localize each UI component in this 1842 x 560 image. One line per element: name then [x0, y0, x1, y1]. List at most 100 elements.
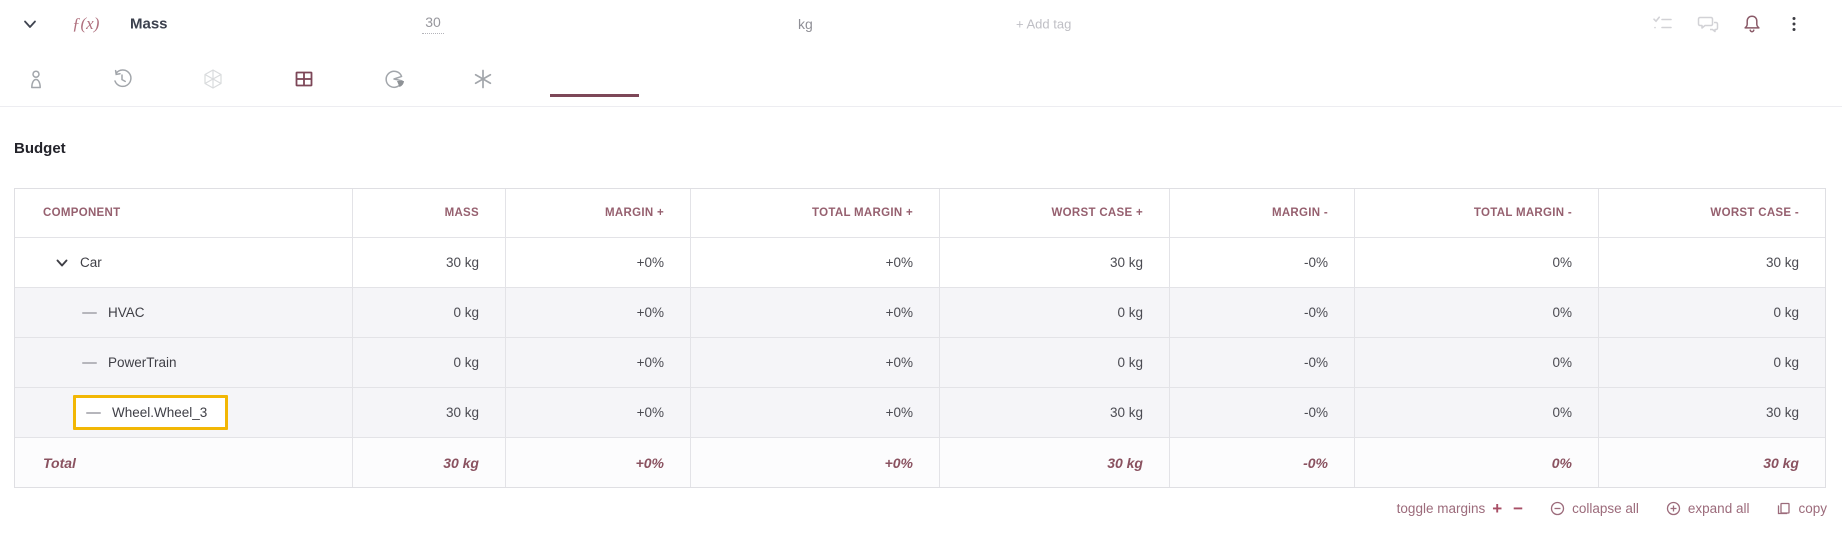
- table-footer-controls: toggle margins + − collapse all expand a…: [1397, 500, 1827, 517]
- history-clock-icon: [114, 69, 132, 88]
- mass-cell: 0 kg: [353, 288, 506, 337]
- kebab-menu-icon[interactable]: [1782, 12, 1806, 36]
- col-header-total-margin-plus: TOTAL MARGIN +: [691, 189, 940, 237]
- requirements-checklist-icon[interactable]: [1650, 12, 1674, 36]
- worst-case-minus-cell: 30 kg: [1765, 255, 1799, 270]
- mass-cell: 0 kg: [353, 338, 506, 387]
- component-tree-item[interactable]: Car: [55, 255, 102, 270]
- worst-case-plus-cell: 30 kg: [940, 238, 1170, 287]
- copy-icon: [1776, 501, 1791, 516]
- margin-minus-cell: -0%: [1170, 288, 1355, 337]
- table-row: PowerTrain 0 kg +0% +0% 0 kg -0% 0% 0 kg: [15, 337, 1825, 387]
- leaf-dash-icon: [86, 411, 101, 414]
- component-tree-item[interactable]: Wheel.Wheel_3: [73, 395, 229, 430]
- tab-model[interactable]: [196, 62, 230, 96]
- property-title: Mass: [130, 15, 168, 33]
- copy-button[interactable]: copy: [1776, 501, 1827, 516]
- col-header-worst-case-plus: WORST CASE +: [940, 189, 1170, 237]
- worst-case-plus-cell: 0 kg: [940, 338, 1170, 387]
- total-total-margin-plus: +0%: [691, 438, 940, 487]
- col-header-worst-case-minus: WORST CASE -: [1710, 207, 1799, 219]
- col-header-component: COMPONENT: [15, 189, 353, 237]
- total-row: Total 30 kg +0% +0% 30 kg -0% 0% 30 kg: [15, 437, 1825, 487]
- table-icon: [295, 71, 313, 87]
- tab-details[interactable]: [19, 62, 53, 96]
- expand-all-label: expand all: [1687, 501, 1750, 516]
- tab-budget-table[interactable]: [287, 62, 639, 97]
- copy-label: copy: [1798, 501, 1827, 516]
- comments-chat-icon[interactable]: [1696, 12, 1720, 36]
- component-cell: Wheel.Wheel_3: [15, 388, 353, 437]
- leaf-dash-icon: [82, 311, 97, 314]
- table-body: Car 30 kg +0% +0% 30 kg -0% 0% 30 kg HVA…: [15, 237, 1825, 437]
- total-margin-plus-cell: +0%: [691, 338, 940, 387]
- expand-chevron-icon[interactable]: [55, 256, 69, 270]
- expand-all-icon: [1666, 501, 1681, 516]
- component-name[interactable]: HVAC: [108, 305, 145, 320]
- total-margin-minus-cell: 0%: [1355, 288, 1599, 337]
- total-worst-case-minus: 30 kg: [1763, 454, 1799, 471]
- toggle-margins-label: toggle margins: [1396, 501, 1486, 516]
- total-margin-minus-cell: 0%: [1355, 238, 1599, 287]
- total-margin-plus-cell: +0%: [691, 288, 940, 337]
- value-field-wrap: 30: [406, 14, 460, 34]
- component-cell: HVAC: [15, 288, 353, 337]
- top-bar: ƒ(x) Mass 30 kg + Add tag: [0, 0, 1842, 48]
- component-cell: PowerTrain: [15, 338, 353, 387]
- mass-cell: 30 kg: [353, 388, 506, 437]
- page-title: Budget: [14, 140, 66, 157]
- table-row: Wheel.Wheel_3 30 kg +0% +0% 30 kg -0% 0%…: [15, 387, 1825, 437]
- total-margin-minus-cell: 0%: [1355, 388, 1599, 437]
- margin-plus-cell: +0%: [506, 238, 691, 287]
- col-header-total-margin-minus: TOTAL MARGIN -: [1355, 189, 1599, 237]
- component-name[interactable]: PowerTrain: [108, 355, 177, 370]
- tab-chart[interactable]: [377, 62, 411, 96]
- collapse-all-label: collapse all: [1572, 501, 1639, 516]
- table-header-row: COMPONENT MASS MARGIN + TOTAL MARGIN + W…: [15, 189, 1825, 237]
- worst-case-plus-cell: 0 kg: [940, 288, 1170, 337]
- margin-minus-cell: -0%: [1170, 238, 1355, 287]
- component-cell: Car: [15, 238, 353, 287]
- pie-chart-icon: [385, 70, 404, 89]
- collapse-panel-chevron-icon[interactable]: [18, 12, 42, 36]
- active-tab-underline: [550, 94, 639, 97]
- tab-bar: [0, 48, 1842, 107]
- component-name[interactable]: Car: [80, 255, 102, 270]
- margin-plus-cell: +0%: [506, 388, 691, 437]
- value-field[interactable]: 30: [422, 14, 444, 34]
- col-header-margin-plus: MARGIN +: [506, 189, 691, 237]
- table-row: Car 30 kg +0% +0% 30 kg -0% 0% 30 kg: [15, 237, 1825, 287]
- mass-cell: 30 kg: [353, 238, 506, 287]
- component-name[interactable]: Wheel.Wheel_3: [112, 405, 208, 420]
- tab-history[interactable]: [105, 62, 139, 96]
- total-margin-plus-cell: +0%: [691, 388, 940, 437]
- toggle-margins-control: toggle margins + −: [1397, 500, 1523, 517]
- total-margin-plus-cell: +0%: [691, 238, 940, 287]
- col-header-mass: MASS: [353, 189, 506, 237]
- table-row: HVAC 0 kg +0% +0% 0 kg -0% 0% 0 kg: [15, 287, 1825, 337]
- person-icon: [31, 70, 41, 89]
- budget-table: COMPONENT MASS MARGIN + TOTAL MARGIN + W…: [14, 188, 1826, 488]
- toggle-margin-minus-button[interactable]: −: [1513, 499, 1524, 518]
- collapse-all-button[interactable]: collapse all: [1550, 501, 1639, 516]
- formula-fx-icon[interactable]: ƒ(x): [72, 14, 100, 33]
- total-label: Total: [15, 438, 353, 487]
- leaf-dash-icon: [82, 361, 97, 364]
- unit-label: kg: [798, 16, 813, 32]
- worst-case-plus-cell: 30 kg: [940, 388, 1170, 437]
- add-tag-button[interactable]: + Add tag: [1016, 16, 1072, 32]
- collapse-all-icon: [1550, 501, 1565, 516]
- total-margin-minus: -0%: [1170, 438, 1355, 487]
- hexagon-model-icon: [204, 69, 222, 89]
- margin-plus-cell: +0%: [506, 288, 691, 337]
- toggle-margin-plus-button[interactable]: +: [1492, 499, 1503, 518]
- component-tree-item[interactable]: HVAC: [82, 305, 145, 320]
- worst-case-minus-cell: 0 kg: [1773, 355, 1799, 370]
- asterisk-icon: [474, 69, 492, 89]
- component-tree-item[interactable]: PowerTrain: [82, 355, 177, 370]
- expand-all-button[interactable]: expand all: [1666, 501, 1750, 516]
- notifications-bell-icon[interactable]: [1740, 12, 1764, 36]
- total-margin-minus-cell: 0%: [1355, 338, 1599, 387]
- tab-usages[interactable]: [466, 62, 500, 96]
- col-header-margin-minus: MARGIN -: [1170, 189, 1355, 237]
